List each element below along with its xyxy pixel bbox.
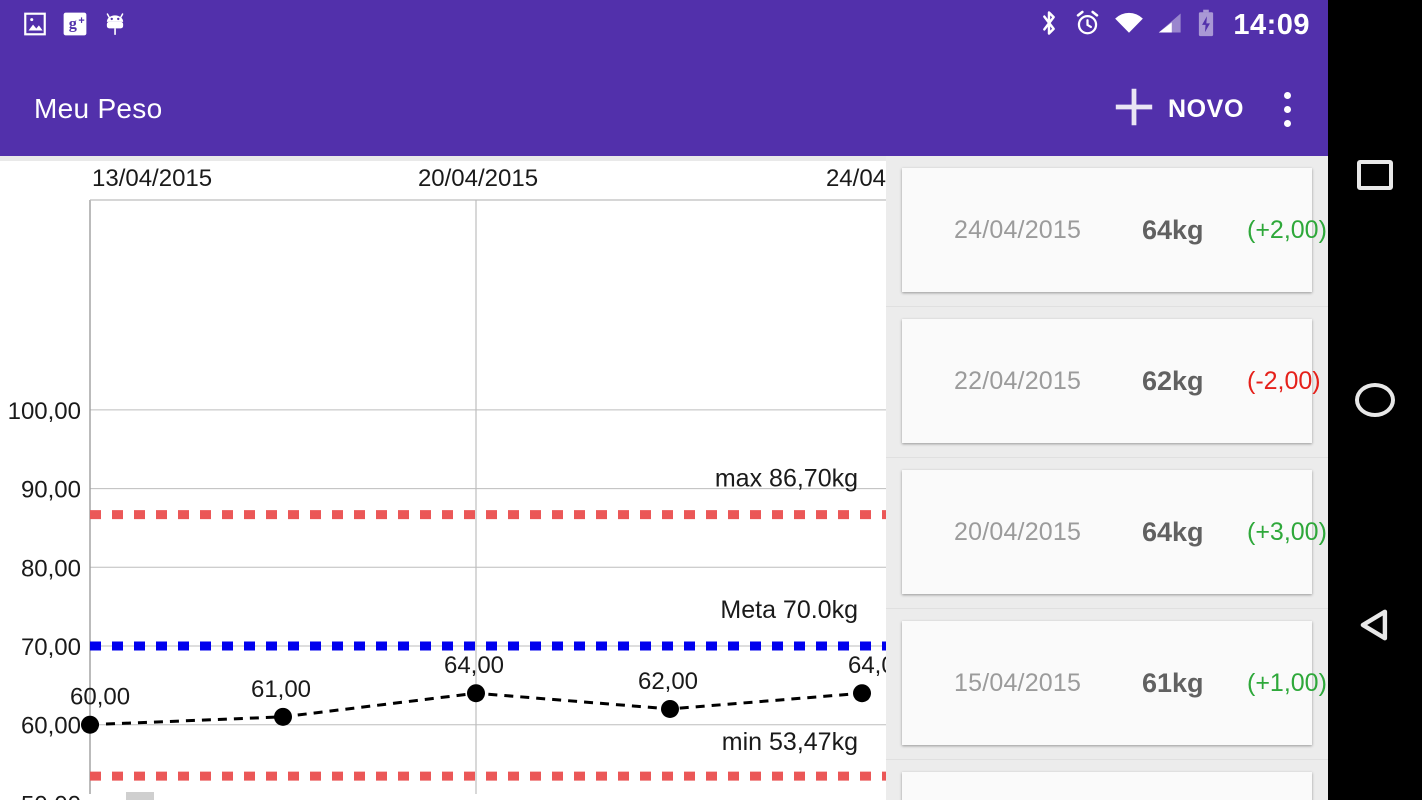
weight-entry-card[interactable]: 22/04/2015 62kg (-2,00)	[902, 319, 1321, 443]
data-point[interactable]	[81, 715, 99, 734]
weight-chart-panel[interactable]: 13/04/2015 20/04/2015 24/04/2 100,00 90,00 80…	[0, 156, 886, 800]
android-navigation-bar	[1328, 0, 1422, 800]
status-bar-system-icons: 14:09	[1037, 9, 1310, 42]
cellular-signal-icon	[1157, 10, 1183, 41]
back-triangle-icon[interactable]	[1328, 585, 1422, 665]
weight-entries-list[interactable]: 24/04/2015 64kg (+2,00) 22/04/2015 62kg …	[886, 156, 1328, 800]
wifi-icon	[1114, 10, 1144, 41]
list-item[interactable]: 22/04/2015 62kg (-2,00)	[886, 307, 1328, 458]
overflow-dot	[1283, 119, 1291, 127]
home-circle-icon[interactable]	[1328, 360, 1422, 440]
data-point-label: 62,00	[638, 668, 698, 695]
overflow-dot	[1283, 91, 1291, 99]
svg-text:+: +	[78, 15, 84, 27]
weight-entry-card[interactable]: 15/04/2015 61kg (+1,00)	[902, 621, 1327, 745]
y-tick-label: 60,00	[21, 713, 81, 740]
android-head-icon	[102, 11, 128, 42]
data-point[interactable]	[274, 707, 292, 726]
status-bar-notification-icons: g +	[22, 11, 128, 42]
recents-glyph	[1357, 160, 1393, 190]
data-point-label: 64,00	[444, 652, 504, 679]
y-tick-label: 80,00	[21, 555, 81, 582]
data-point[interactable]	[661, 699, 679, 718]
list-item[interactable]: 20/04/2015 64kg (+3,00)	[886, 458, 1328, 609]
action-bar-actions: NOVO	[1096, 62, 1314, 156]
overflow-menu-icon[interactable]	[1260, 78, 1314, 140]
reference-label-min: min 53,47kg	[722, 728, 858, 756]
gallery-icon	[22, 11, 48, 42]
entry-date: 24/04/2015	[954, 215, 1082, 244]
list-item[interactable]: 15/04/2015 61kg (+1,00)	[886, 609, 1328, 760]
weight-entry-card[interactable]: 20/04/2015 64kg (+3,00)	[902, 470, 1327, 594]
action-bar: Meu Peso NOVO	[0, 62, 1328, 156]
entry-date: 15/04/2015	[954, 668, 1082, 697]
y-tick-label: 50,00	[21, 791, 81, 800]
x-tick-label: 13/04/2015	[92, 165, 212, 192]
weight-entry-card[interactable]: 24/04/2015 64kg (+2,00)	[902, 168, 1327, 292]
recents-square-icon[interactable]	[1328, 135, 1422, 215]
y-tick-label: 70,00	[21, 634, 81, 661]
entry-delta: (+3,00)	[1247, 517, 1327, 546]
google-plus-icon: g +	[62, 11, 88, 42]
weight-entry-card[interactable]	[902, 772, 1312, 800]
entry-delta: (-2,00)	[1247, 366, 1321, 395]
overflow-dot	[1283, 105, 1291, 113]
data-point[interactable]	[853, 684, 871, 703]
status-bar-clock: 14:09	[1233, 9, 1310, 41]
content-area: 13/04/2015 20/04/2015 24/04/2 100,00 90,00 80…	[0, 156, 1328, 800]
reference-label-meta: Meta 70.0kg	[720, 596, 858, 624]
entry-weight: 64kg	[1142, 214, 1204, 245]
y-tick-label: 90,00	[21, 477, 81, 504]
x-tick-label: 20/04/2015	[418, 165, 538, 192]
data-point[interactable]	[467, 684, 485, 703]
legend-marker-partial	[126, 792, 154, 800]
weight-line-chart[interactable]: 13/04/2015 20/04/2015 24/04/2 100,00 90,00 80…	[0, 156, 886, 800]
status-bar: g + 14:09	[0, 0, 1328, 62]
home-glyph	[1355, 383, 1395, 417]
entry-date: 22/04/2015	[954, 366, 1082, 395]
app-title: Meu Peso	[34, 93, 163, 124]
back-glyph	[1360, 609, 1388, 641]
plus-icon	[1106, 79, 1162, 140]
new-entry-button[interactable]: NOVO	[1096, 73, 1254, 146]
data-point-label: 61,00	[251, 676, 311, 703]
data-point-label: 64,00	[848, 652, 886, 679]
x-tick-label: 24/04/2	[826, 165, 886, 192]
y-tick-label: 100,00	[8, 398, 81, 425]
new-entry-label: NOVO	[1167, 94, 1244, 123]
entry-weight: 64kg	[1142, 516, 1204, 547]
entry-date: 20/04/2015	[954, 517, 1082, 546]
bluetooth-icon	[1037, 9, 1061, 42]
list-item[interactable]: 24/04/2015 64kg (+2,00)	[886, 156, 1328, 307]
entry-weight: 62kg	[1142, 365, 1204, 396]
data-point-label: 60,00	[70, 684, 130, 711]
svg-text:g: g	[69, 14, 77, 32]
reference-label-max: max 86,70kg	[715, 465, 858, 493]
entry-delta: (+1,00)	[1247, 668, 1327, 697]
entry-weight: 61kg	[1142, 667, 1204, 698]
list-item[interactable]	[886, 760, 1328, 800]
battery-charging-icon	[1196, 9, 1216, 42]
alarm-icon	[1074, 9, 1101, 42]
entry-delta: (+2,00)	[1247, 215, 1327, 244]
